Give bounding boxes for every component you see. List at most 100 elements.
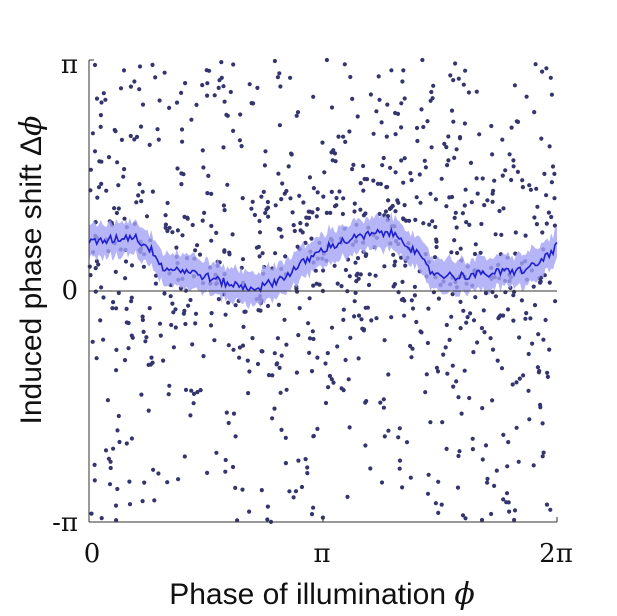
scatter-point: [126, 346, 131, 351]
scatter-point: [351, 162, 356, 167]
scatter-point: [200, 83, 205, 88]
scatter-point: [329, 377, 334, 382]
scatter-point: [200, 218, 205, 223]
scatter-point: [183, 81, 188, 86]
scatter-point: [99, 285, 104, 290]
scatter-point: [378, 400, 383, 405]
scatter-point: [175, 166, 180, 171]
scatter-point: [179, 171, 184, 176]
scatter-point: [417, 172, 422, 177]
scatter-point: [449, 194, 455, 200]
scatter-point: [414, 319, 419, 325]
scatter-point: [369, 318, 374, 323]
scatter-point: [407, 218, 412, 223]
scatter-point: [434, 365, 439, 370]
scatter-point: [464, 220, 469, 225]
scatter-point: [343, 267, 348, 273]
scatter-point: [419, 107, 424, 112]
scatter-point: [288, 196, 293, 201]
scatter-point: [439, 502, 444, 507]
scatter-point: [389, 315, 394, 320]
scatter-point: [183, 387, 189, 392]
scatter-point: [101, 91, 106, 96]
scatter-point: [456, 453, 461, 459]
scatter-point: [409, 178, 414, 183]
scatter-point: [115, 160, 120, 165]
scatter-point: [264, 207, 269, 212]
scatter-point: [194, 102, 199, 107]
scatter-point: [306, 321, 311, 326]
scatter-point: [343, 357, 348, 363]
scatter-point: [544, 221, 549, 226]
scatter-point: [478, 250, 483, 255]
scatter-point: [193, 321, 198, 326]
scatter-point: [458, 299, 463, 304]
scatter-point: [162, 70, 167, 75]
scatter-point: [272, 351, 277, 356]
scatter-point: [348, 335, 353, 340]
scatter-point: [382, 338, 387, 343]
scatter-point: [198, 388, 203, 393]
scatter-point: [382, 434, 387, 439]
scatter-point: [545, 374, 551, 379]
scatter-point: [294, 113, 299, 118]
scatter-point: [226, 343, 231, 348]
scatter-point: [266, 373, 272, 378]
scatter-point: [144, 214, 150, 219]
scatter-point: [96, 262, 101, 267]
scatter-point: [313, 268, 318, 273]
scatter-point: [500, 137, 505, 142]
scatter-point: [542, 171, 547, 176]
scatter-point: [179, 182, 184, 187]
scatter-point: [257, 230, 263, 235]
scatter-point: [261, 189, 266, 194]
scatter-point: [188, 297, 193, 303]
scatter-point: [327, 373, 332, 379]
scatter-point: [513, 230, 518, 235]
scatter-point: [402, 313, 407, 318]
scatter-point: [358, 207, 363, 212]
scatter-point: [379, 480, 385, 485]
scatter-point: [263, 149, 268, 154]
scatter-point: [292, 228, 297, 234]
scatter-point: [497, 208, 502, 214]
scatter-point: [534, 186, 539, 191]
scatter-point: [310, 329, 315, 334]
scatter-point: [283, 461, 288, 466]
scatter-point: [482, 203, 487, 208]
scatter-point: [471, 350, 476, 355]
scatter-point: [386, 198, 391, 203]
scatter-point: [510, 382, 515, 387]
scatter-point: [347, 129, 352, 134]
scatter-point: [503, 168, 508, 173]
scatter-point: [423, 390, 428, 395]
scatter-point: [436, 510, 441, 515]
scatter-point: [180, 233, 185, 238]
scatter-point: [315, 355, 320, 360]
scatter-point: [216, 297, 221, 302]
scatter-point: [353, 290, 358, 295]
scatter-point: [458, 326, 463, 331]
scatter-point: [341, 196, 346, 201]
scatter-point: [393, 132, 398, 137]
scatter-point: [173, 325, 178, 330]
scatter-point: [439, 176, 444, 181]
scatter-point: [402, 203, 407, 208]
scatter-point: [399, 125, 404, 130]
scatter-point: [534, 222, 540, 227]
scatter-point: [230, 232, 235, 237]
scatter-point: [108, 459, 113, 464]
scatter-point: [429, 145, 434, 150]
scatter-point: [157, 321, 163, 326]
scatter-point: [397, 458, 403, 463]
scatter-point: [206, 173, 211, 178]
scatter-point: [307, 209, 313, 214]
scatter-point: [295, 244, 300, 249]
scatter-point: [92, 149, 98, 154]
scatter-point: [324, 57, 329, 63]
scatter-point: [153, 75, 158, 80]
scatter-point: [414, 125, 420, 131]
scatter-point: [404, 440, 410, 445]
scatter-point: [461, 308, 466, 313]
y-tick-label: 0: [61, 276, 78, 306]
